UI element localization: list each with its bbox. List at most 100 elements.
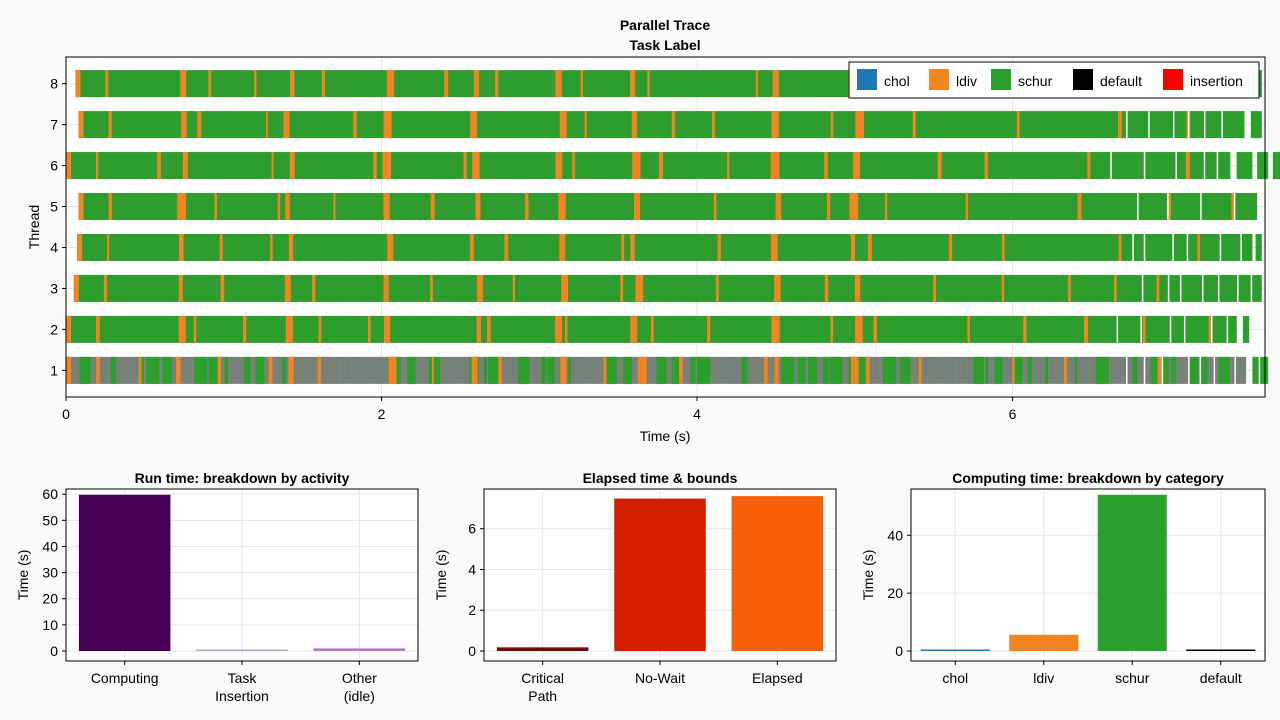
schur-texture xyxy=(836,315,837,343)
schur-texture xyxy=(1238,193,1239,221)
schur-texture xyxy=(836,233,837,261)
schur-texture xyxy=(957,233,958,261)
schur-texture xyxy=(221,111,223,139)
schur-texture xyxy=(156,70,158,98)
schur-texture xyxy=(976,193,977,221)
schur-texture xyxy=(844,315,846,343)
schur-texture xyxy=(549,274,550,302)
schur-texture xyxy=(91,193,93,221)
schur-texture xyxy=(1059,274,1060,302)
schur-texture xyxy=(684,315,685,343)
schur-texture xyxy=(630,193,632,221)
schur-texture xyxy=(422,152,423,180)
schur-texture xyxy=(750,70,752,98)
schur-texture xyxy=(946,356,947,384)
schur-texture xyxy=(644,193,645,221)
schur-texture xyxy=(957,356,958,384)
schur-texture xyxy=(494,193,495,221)
schur-texture xyxy=(99,70,101,98)
schur-texture xyxy=(926,315,927,343)
schur-texture xyxy=(503,193,504,221)
schur-texture xyxy=(868,274,869,302)
schur-texture xyxy=(312,152,313,180)
schur-texture xyxy=(983,315,984,343)
schur-texture xyxy=(342,274,343,302)
schur-texture xyxy=(608,111,610,139)
schur-texture xyxy=(378,315,379,343)
schur-texture xyxy=(345,233,346,261)
schur-texture xyxy=(690,315,692,343)
schur-texture xyxy=(402,315,404,343)
schur-texture xyxy=(954,315,956,343)
schur-texture xyxy=(259,111,260,139)
schur-texture xyxy=(765,152,767,180)
schur-texture xyxy=(705,193,707,221)
schur-texture xyxy=(919,111,920,139)
schur-texture xyxy=(1221,233,1222,261)
schur-texture xyxy=(800,315,802,343)
schur-texture xyxy=(481,111,482,139)
schur-texture xyxy=(629,152,630,180)
schur-texture xyxy=(822,233,824,261)
schur-texture xyxy=(260,70,261,98)
schur-texture xyxy=(1027,233,1028,261)
schur-task xyxy=(986,356,989,384)
schur-texture xyxy=(319,233,320,261)
schur-texture xyxy=(1005,315,1006,343)
schur-texture xyxy=(791,193,792,221)
schur-texture xyxy=(682,152,683,180)
schur-texture xyxy=(257,315,258,343)
schur-texture xyxy=(425,70,426,98)
schur-texture xyxy=(234,193,236,221)
schur-texture xyxy=(572,315,573,343)
schur-texture xyxy=(1207,193,1208,221)
schur-texture xyxy=(760,193,762,221)
schur-texture xyxy=(382,315,384,343)
schur-texture xyxy=(1229,356,1231,384)
schur-texture xyxy=(1071,315,1072,343)
schur-texture xyxy=(1045,315,1046,343)
schur-texture xyxy=(227,70,228,98)
schur-texture xyxy=(1064,315,1066,343)
schur-texture xyxy=(949,193,951,221)
schur-texture xyxy=(161,274,163,302)
schur-texture xyxy=(474,274,475,302)
schur-texture xyxy=(297,233,298,261)
schur-texture xyxy=(968,356,969,384)
bar-ylabel: Time (s) xyxy=(15,550,31,601)
schur-texture xyxy=(1025,152,1026,180)
schur-texture xyxy=(100,274,101,302)
schur-texture xyxy=(605,152,606,180)
schur-texture xyxy=(374,70,376,98)
schur-texture xyxy=(795,274,796,302)
schur-texture xyxy=(687,274,689,302)
trace-xtick-label: 2 xyxy=(378,406,386,422)
schur-texture xyxy=(105,152,107,180)
schur-texture xyxy=(1058,233,1059,261)
schur-texture xyxy=(950,152,951,180)
schur-texture xyxy=(644,233,646,261)
schur-texture xyxy=(725,193,726,221)
schur-task xyxy=(1199,356,1208,384)
schur-texture xyxy=(808,70,809,98)
schur-texture xyxy=(1214,315,1215,343)
schur-texture xyxy=(517,70,519,98)
schur-texture xyxy=(585,152,586,180)
schur-texture xyxy=(892,274,893,302)
schur-task xyxy=(568,356,571,384)
schur-texture xyxy=(1044,111,1045,139)
idle-gap xyxy=(1217,274,1220,302)
schur-texture xyxy=(286,70,288,98)
schur-texture xyxy=(369,193,370,221)
schur-texture xyxy=(226,315,228,343)
schur-texture xyxy=(600,111,601,139)
schur-texture xyxy=(963,315,965,343)
schur-texture xyxy=(1183,193,1184,221)
schur-texture xyxy=(871,315,872,343)
schur-texture xyxy=(591,356,593,384)
schur-texture xyxy=(1031,356,1033,384)
schur-texture xyxy=(871,152,872,180)
schur-texture xyxy=(1174,111,1175,139)
schur-texture xyxy=(1205,233,1207,261)
schur-texture xyxy=(409,233,410,261)
